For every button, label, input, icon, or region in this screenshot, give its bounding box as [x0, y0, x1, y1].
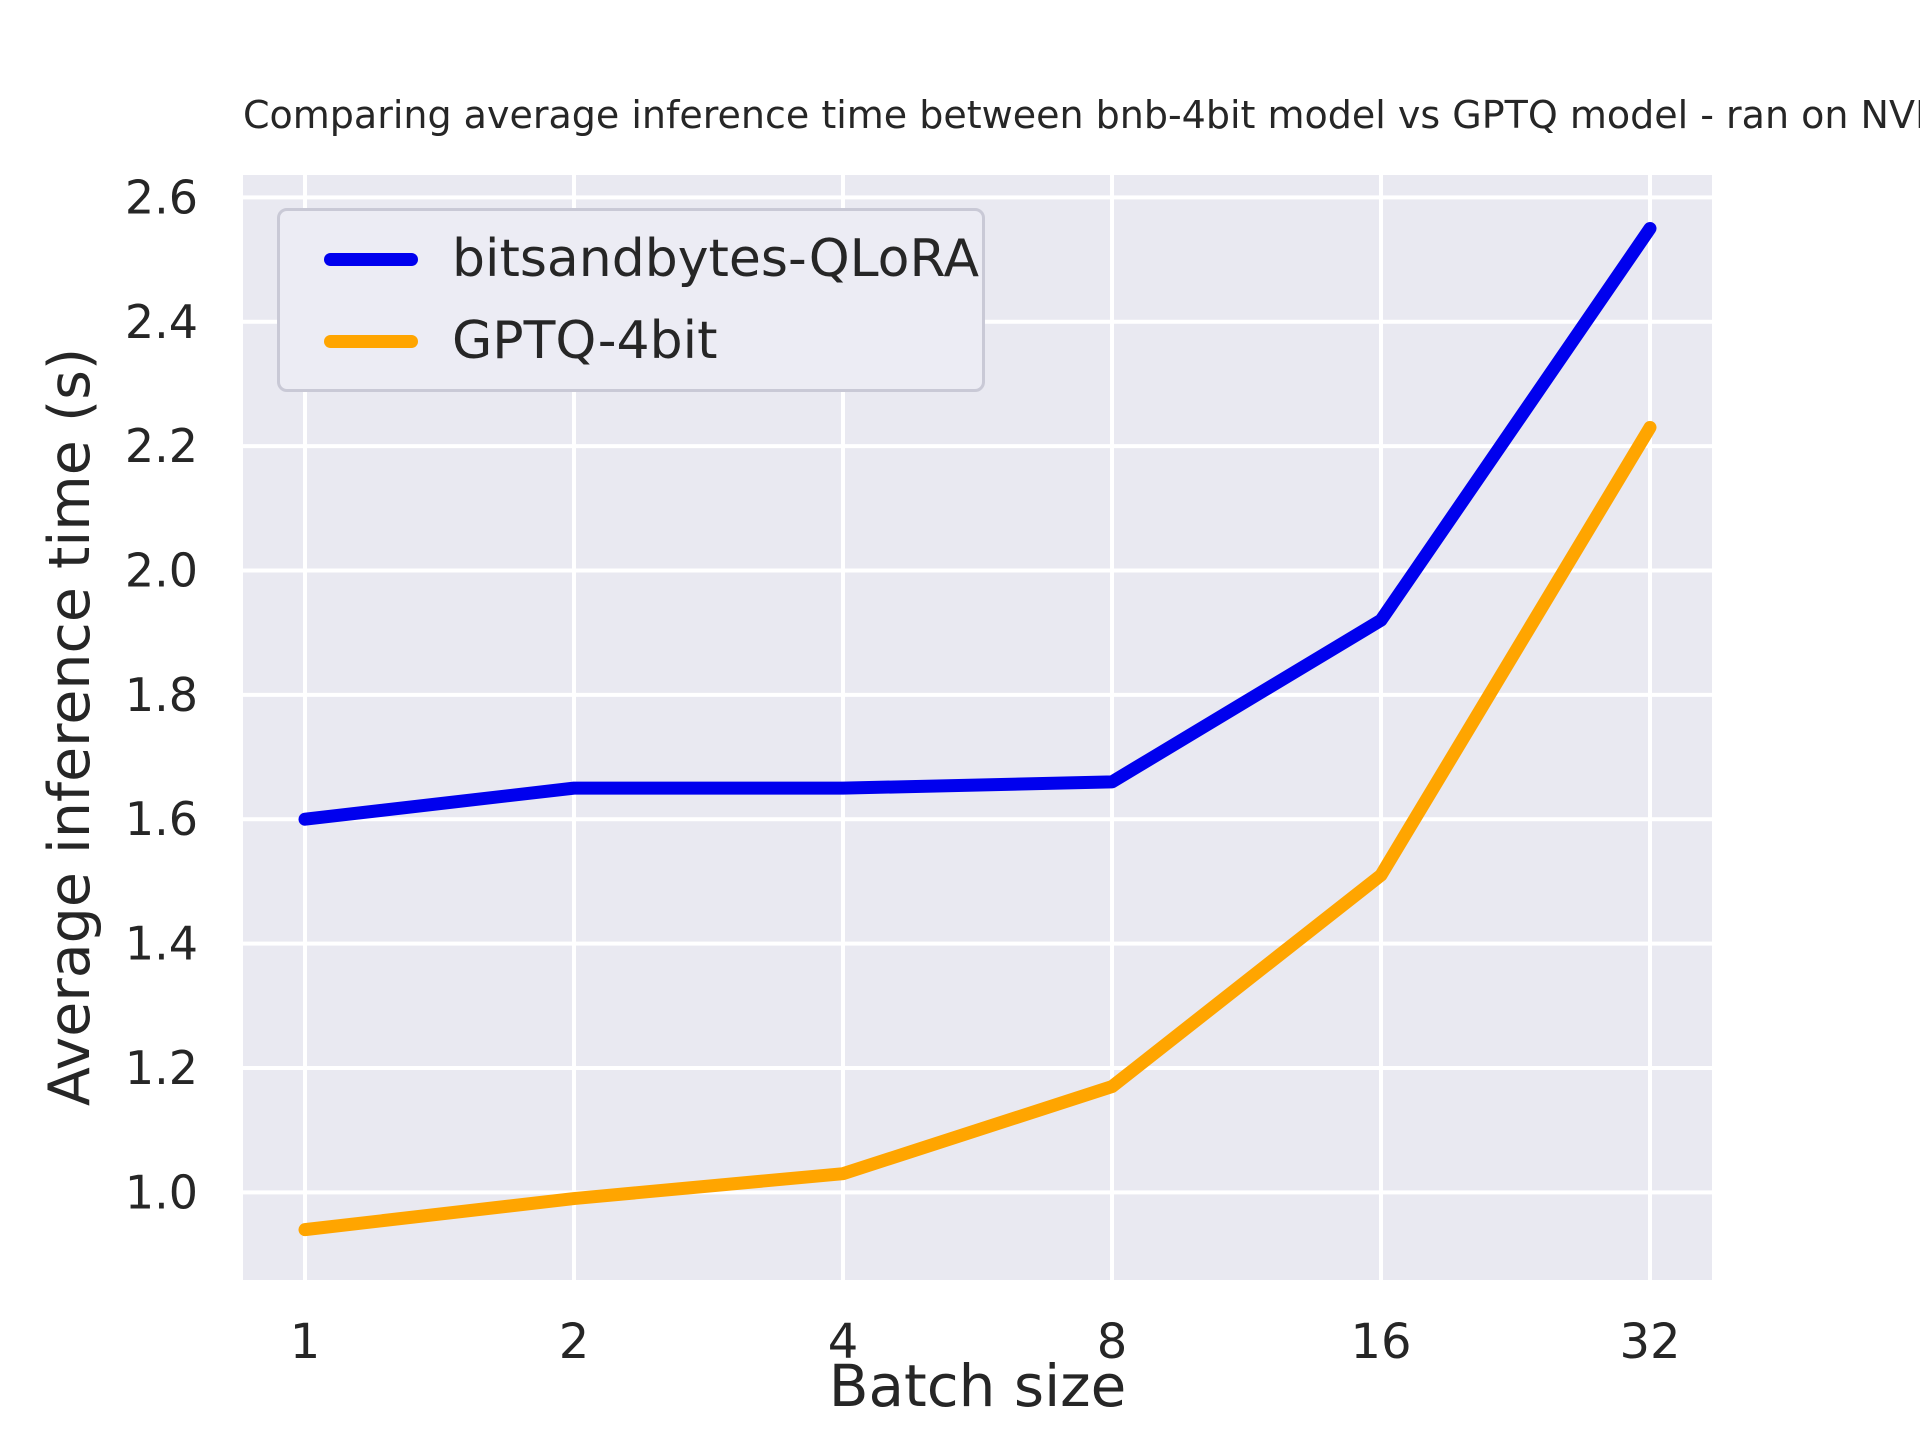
- legend-item: bitsandbytes-QLoRA: [280, 218, 982, 300]
- x-tick-label: 2: [559, 1314, 590, 1370]
- y-tick-label: 2.2: [125, 419, 198, 473]
- y-tick-label: 1.0: [125, 1165, 198, 1219]
- y-tick-label: 2.0: [125, 543, 198, 597]
- y-tick-label: 2.4: [125, 295, 198, 349]
- x-tick-label: 1: [290, 1314, 321, 1370]
- series-line-bitsandbytes-qlora: [298, 221, 1657, 826]
- legend-line-swatch: [324, 334, 418, 348]
- series-line-gptq-4bit: [298, 420, 1657, 1237]
- x-tick-label: 8: [1097, 1314, 1128, 1370]
- chart-title: Comparing average inference time between…: [243, 93, 1920, 137]
- y-tick-label: 2.6: [125, 170, 198, 224]
- legend: bitsandbytes-QLoRA GPTQ-4bit: [277, 208, 985, 392]
- y-axis-label: Average inference time (s): [37, 347, 103, 1107]
- x-tick-label: 16: [1350, 1314, 1411, 1370]
- x-tick-label: 4: [828, 1314, 859, 1370]
- y-tick-label: 1.6: [125, 792, 198, 846]
- x-axis-label: Batch size: [828, 1352, 1127, 1420]
- y-tick-label: 1.8: [125, 668, 198, 722]
- legend-label: bitsandbytes-QLoRA: [452, 229, 980, 289]
- y-tick-label: 1.4: [125, 917, 198, 971]
- legend-item: GPTQ-4bit: [280, 300, 982, 382]
- x-tick-label: 32: [1619, 1314, 1680, 1370]
- y-tick-label: 1.2: [125, 1041, 198, 1095]
- legend-line-swatch: [324, 252, 418, 266]
- legend-label: GPTQ-4bit: [452, 311, 718, 371]
